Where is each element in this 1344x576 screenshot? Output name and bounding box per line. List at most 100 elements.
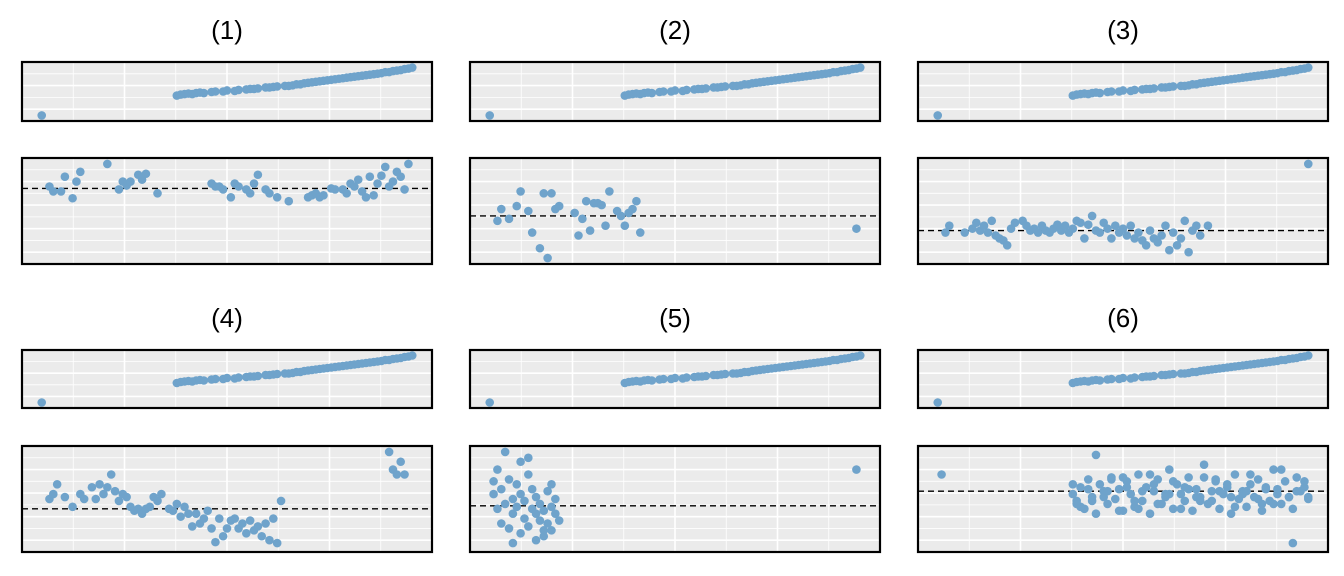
top-panel-points	[933, 351, 1313, 407]
data-point	[1242, 502, 1251, 512]
data-point	[253, 522, 263, 531]
data-point	[373, 179, 382, 188]
data-point	[37, 398, 47, 407]
data-point	[238, 519, 247, 528]
data-point	[635, 228, 645, 237]
data-point	[1192, 221, 1201, 230]
data-point	[222, 373, 232, 383]
data-point	[516, 529, 525, 538]
data-point	[524, 453, 533, 463]
data-point	[157, 489, 166, 499]
data-point	[1153, 238, 1163, 247]
data-point	[176, 512, 185, 521]
data-point	[852, 465, 861, 474]
data-point	[547, 480, 556, 489]
top-panel-frame	[468, 348, 882, 410]
data-point	[1292, 473, 1301, 482]
bottom-panel-points	[45, 447, 409, 548]
data-point	[547, 502, 556, 512]
data-point	[245, 516, 255, 525]
top-panel-points	[933, 63, 1313, 120]
data-point	[720, 369, 730, 379]
data-point	[1068, 224, 1078, 233]
data-point	[253, 371, 263, 381]
data-point	[1107, 87, 1116, 96]
data-point	[1176, 489, 1186, 499]
data-point	[261, 519, 270, 528]
data-point	[1292, 486, 1301, 496]
top-panel-grid	[22, 62, 432, 121]
data-point	[1122, 231, 1132, 240]
data-point	[122, 492, 131, 502]
data-point	[1083, 475, 1093, 484]
data-point	[353, 175, 363, 184]
data-point	[1257, 499, 1267, 509]
data-point	[1176, 504, 1186, 514]
data-point	[531, 492, 541, 502]
data-point	[500, 499, 510, 509]
data-point	[508, 494, 518, 504]
data-point	[1300, 482, 1309, 492]
subplot-3: (3)	[916, 15, 1330, 266]
data-point	[659, 87, 668, 96]
data-point	[524, 206, 533, 216]
top-panel-points	[485, 351, 865, 407]
data-point	[972, 218, 981, 228]
data-point	[106, 470, 116, 479]
data-point	[1226, 492, 1236, 502]
data-point	[1276, 499, 1286, 509]
data-point	[168, 506, 178, 516]
data-point	[60, 172, 70, 181]
data-point	[1068, 489, 1078, 499]
data-point	[226, 192, 236, 202]
data-point	[1138, 496, 1147, 506]
bottom-panel-grid	[22, 446, 432, 552]
data-point	[1103, 486, 1112, 496]
data-point	[527, 484, 537, 494]
data-point	[547, 189, 556, 198]
top-panel-points	[485, 63, 865, 120]
data-point	[172, 499, 182, 509]
data-point	[485, 398, 495, 407]
data-point	[1303, 492, 1313, 502]
data-point	[535, 499, 545, 509]
data-point	[508, 509, 518, 518]
data-point	[253, 84, 263, 93]
data-point	[1280, 477, 1290, 486]
data-point	[49, 489, 58, 499]
data-point	[1107, 234, 1116, 243]
data-point	[388, 177, 398, 186]
bottom-panel-frame	[20, 156, 434, 266]
data-point	[1203, 221, 1213, 230]
data-point	[407, 63, 417, 72]
data-point	[516, 489, 525, 499]
data-point	[539, 526, 549, 535]
data-point	[1207, 486, 1217, 496]
data-point	[60, 492, 70, 502]
data-point	[852, 224, 861, 233]
data-point	[214, 514, 224, 523]
data-point	[554, 516, 564, 525]
data-point	[512, 480, 522, 489]
data-point	[1165, 245, 1174, 255]
data-point	[1184, 473, 1193, 482]
data-point	[1091, 450, 1101, 460]
data-point	[987, 216, 997, 226]
data-point	[1303, 351, 1313, 360]
data-point	[1060, 221, 1070, 230]
data-point	[269, 514, 278, 523]
data-point	[153, 189, 162, 198]
data-point	[1095, 228, 1105, 237]
data-point	[396, 172, 406, 181]
data-point	[508, 538, 518, 548]
data-point	[1168, 228, 1178, 237]
data-point	[400, 470, 409, 479]
data-point	[945, 221, 954, 230]
data-point	[855, 63, 865, 72]
data-point	[1118, 224, 1128, 233]
data-point	[1103, 224, 1112, 233]
data-point	[493, 465, 502, 474]
data-point	[187, 522, 197, 531]
data-point	[941, 228, 950, 237]
